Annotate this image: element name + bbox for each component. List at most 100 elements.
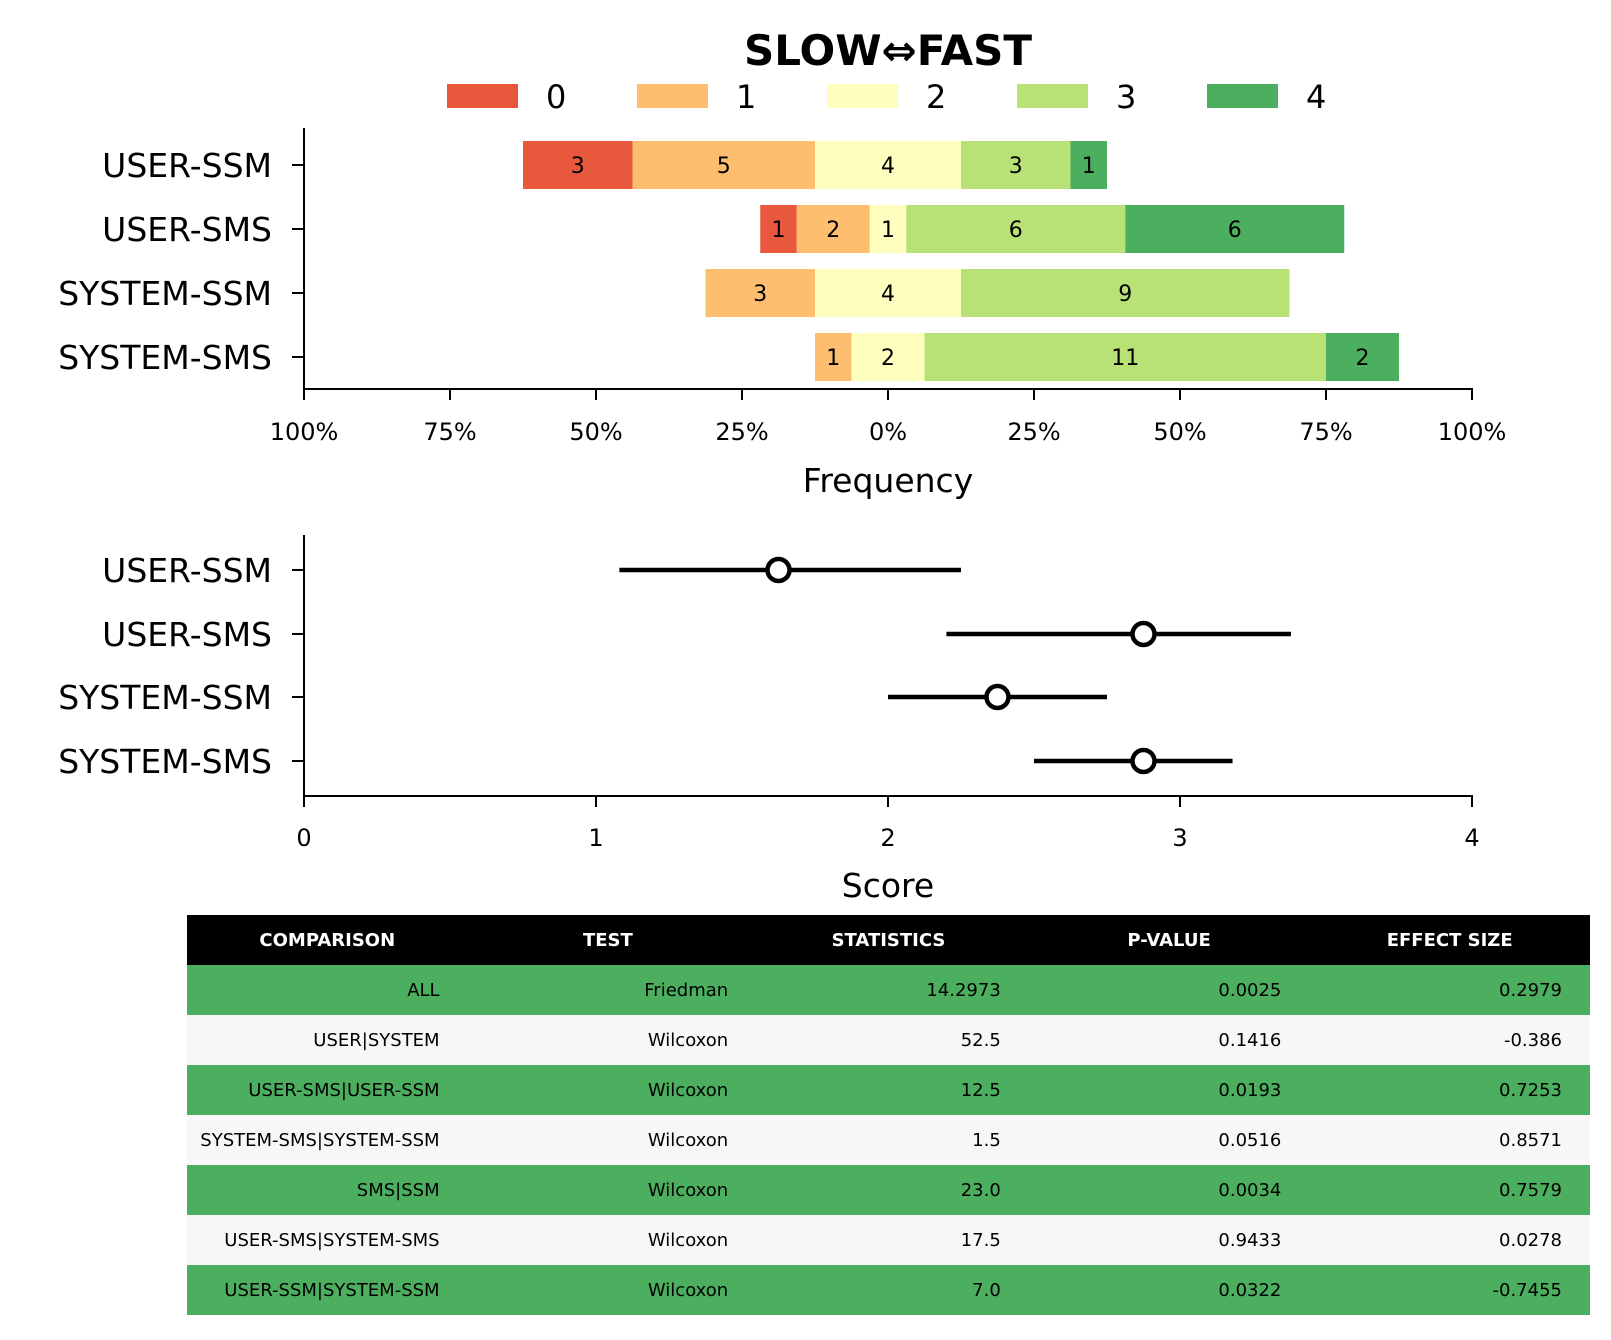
table-cell: Wilcoxon [467,1215,749,1265]
table-cell: 7.0 [748,1265,1029,1315]
table-cell: USER-SSM|SYSTEM-SSM [187,1265,468,1315]
bar-segment [815,333,852,381]
table-header-row: COMPARISON TEST STATISTICS P-VALUE EFFECT SI… [187,915,1590,965]
mean-point [1130,747,1157,775]
bar-value-label: 9 [1118,282,1132,307]
bar-value-label: 11 [1111,346,1139,371]
table-cell: Wilcoxon [467,1015,749,1065]
table-cell: 0.0516 [1028,1115,1310,1165]
bar-value-label: 4 [881,154,895,179]
table-cell: USER|SYSTEM [187,1015,468,1065]
likert-chart: SLOW⇔FAST 0 1 2 3 4 3 5 4 3 1 USER-SSM 1 2 1 6 6 USER-SMS… [58,26,1506,500]
x-tick-label: 4 [1464,824,1479,852]
table-cell: 0.0278 [1309,1215,1590,1265]
table-row: USER-SMS|SYSTEM-SMS Wilcoxon 17.5 0.9433 0.0… [187,1215,1590,1265]
x-tick-label: 25% [1007,418,1060,446]
y-tick-label: USER-SMS [102,615,272,654]
table-cell: 0.0034 [1028,1165,1310,1215]
legend-label: 0 [546,78,566,116]
bar-value-label: 2 [826,218,840,243]
bar-value-label: 1 [1082,154,1096,179]
table-cell: 0.8571 [1309,1115,1590,1165]
bar-value-label: 3 [753,282,767,307]
x-tick-label: 3 [1172,824,1187,852]
table-cell: Wilcoxon [467,1065,749,1115]
table-body: ALL Friedman 14.2973 0.0025 0.2979 USER|SYSTE… [187,965,1590,1315]
y-tick-label: SYSTEM-SMS [58,742,272,781]
bar-value-label: 6 [1228,218,1242,243]
table-cell: 1.5 [748,1115,1029,1165]
table-cell: 0.0193 [1028,1065,1310,1115]
bar-value-label: 6 [1009,218,1023,243]
bar-value-label: 1 [826,346,840,371]
table-header-cell: COMPARISON [187,915,468,965]
table-cell: Wilcoxon [467,1265,749,1315]
x-tick-label: 50% [1153,418,1206,446]
x-tick-label: 100% [1438,418,1507,446]
bar-segment [961,141,1071,189]
legend-swatch [1017,84,1088,108]
score-chart: USER-SSM USER-SMS SYSTEM-SSM SYSTEM-SMS 0 1 2 3… [58,535,1480,905]
bar-value-label: 4 [881,282,895,307]
chart-title: SLOW⇔FAST [744,26,1032,75]
bar-value-label: 3 [571,154,585,179]
table-row: USER-SMS|USER-SSM Wilcoxon 12.5 0.0193 0.725… [187,1065,1590,1115]
table-cell: SYSTEM-SMS|SYSTEM-SSM [187,1115,468,1165]
table-header-cell: STATISTICS [748,915,1029,965]
bar-value-label: 5 [717,154,731,179]
table-cell: -0.7455 [1309,1265,1590,1315]
table-cell: 23.0 [748,1165,1029,1215]
bar-segment [924,333,1326,381]
table-cell: 0.1416 [1028,1015,1310,1065]
table-cell: 17.5 [748,1215,1029,1265]
table-cell: 14.2973 [748,965,1029,1015]
table-header-cell: P-VALUE [1028,915,1310,965]
x-tick-label: 1 [588,824,603,852]
table-cell: USER-SMS|USER-SSM [187,1065,468,1115]
bar-segment [760,205,797,253]
bar-segment [632,141,815,189]
x-tick-label: 75% [1299,418,1352,446]
table-cell: USER-SMS|SYSTEM-SMS [187,1215,468,1265]
table-cell: Wilcoxon [467,1115,749,1165]
table-cell: 0.9433 [1028,1215,1310,1265]
table-cell: Friedman [467,965,749,1015]
y-tick-label: SYSTEM-SSM [58,678,272,717]
table-cell: 0.7579 [1309,1165,1590,1215]
table-row: USER|SYSTEM Wilcoxon 52.5 0.1416 -0.386 [187,1015,1590,1065]
legend-label: 3 [1116,78,1136,116]
y-tick-label: USER-SSM [102,146,272,185]
mean-point [1130,620,1157,648]
bar-value-label: 2 [1356,346,1370,371]
table-cell: 52.5 [748,1015,1029,1065]
x-tick-label: 0% [869,418,907,446]
x-axis-label: Score [842,866,934,905]
mean-point [765,556,792,584]
table-row: SMS|SSM Wilcoxon 23.0 0.0034 0.7579 [187,1165,1590,1215]
x-axis-label: Frequency [803,461,973,500]
bar-segment [961,269,1290,317]
bar-segment [1070,141,1107,189]
bar-segment [1326,333,1399,381]
bar-segment [851,333,925,381]
x-tick-label: 75% [423,418,476,446]
bar-value-label: 1 [881,218,895,243]
table-cell: 0.2979 [1309,965,1590,1015]
legend-swatch [1207,84,1278,108]
table-row: USER-SSM|SYSTEM-SSM Wilcoxon 7.0 0.0322 -0.7… [187,1265,1590,1315]
legend-label: 1 [736,78,756,116]
table-cell: SMS|SSM [187,1165,468,1215]
legend-label: 4 [1306,78,1326,116]
bar-segment [906,205,1126,253]
bar-segment [523,141,633,189]
table-cell: 0.0322 [1028,1265,1310,1315]
y-tick-label: USER-SMS [102,210,272,249]
x-tick-label: 0 [296,824,311,852]
table-cell: -0.386 [1309,1015,1590,1065]
chart-canvas: SLOW⇔FAST 0 1 2 3 4 3 5 4 3 1 USER-SSM 1 2 1 6 6 USER-SMS… [58,26,1506,905]
y-tick-label: SYSTEM-SMS [58,338,272,377]
bar-value-label: 3 [1009,154,1023,179]
table-cell: 12.5 [748,1065,1029,1115]
y-tick-label: SYSTEM-SSM [58,274,272,313]
x-tick-label: 50% [569,418,622,446]
